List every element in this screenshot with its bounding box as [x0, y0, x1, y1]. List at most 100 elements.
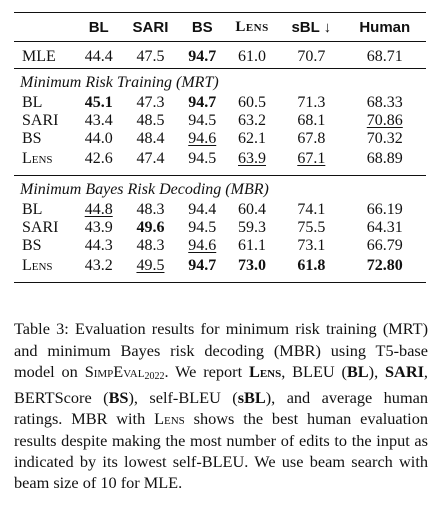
cell: 94.5 — [188, 219, 217, 236]
cell: 44.8 — [84, 201, 113, 218]
cell: 94.5 — [188, 150, 217, 167]
row-label: SARI — [22, 219, 59, 236]
cell: 59.3 — [238, 219, 267, 236]
cell: 49.6 — [136, 219, 165, 236]
cell: 42.6 — [84, 150, 113, 167]
cell: 68.71 — [366, 48, 403, 65]
cell: 66.19 — [366, 201, 403, 218]
table-row-mrt-bs: BS 44.0 48.4 94.6 62.1 67.8 70.32 — [14, 130, 426, 148]
metric-sbl: sBL — [237, 388, 266, 408]
table-row-mbr-bs: BS 44.3 48.3 94.6 61.1 73.1 66.79 — [14, 237, 426, 255]
cell: 94.7 — [188, 48, 217, 65]
section-header-mbr: Minimum Bayes Risk Decoding (MBR) — [14, 175, 426, 201]
row-label: SARI — [22, 112, 59, 129]
section-header-mrt: Minimum Risk Training (MRT) — [14, 68, 426, 94]
cell: 43.2 — [76, 255, 122, 283]
cell: 70.86 — [366, 112, 403, 129]
row-label: Lens — [22, 150, 53, 167]
caption-text: ), — [368, 361, 385, 381]
cell: 67.1 — [297, 150, 326, 167]
table-row-mbr-lens: Lens 43.2 49.5 94.7 73.0 61.8 72.80 — [14, 255, 426, 283]
cell: 73.0 — [224, 255, 280, 283]
metric-bl: BL — [346, 361, 369, 381]
cell: 63.2 — [238, 112, 267, 129]
cell: 48.5 — [136, 112, 165, 129]
cell: 94.4 — [188, 201, 217, 218]
col-header-sari: SARI — [121, 12, 180, 42]
cell: 43.4 — [84, 112, 113, 129]
section-title: Minimum Risk Training (MRT) — [14, 68, 426, 94]
cell: 63.9 — [238, 150, 267, 167]
cell: 47.3 — [136, 94, 165, 111]
cell: 61.8 — [279, 255, 344, 283]
cell: 64.31 — [366, 219, 403, 236]
cell: 61.1 — [238, 237, 267, 254]
table-row-mrt-sari: SARI 43.4 48.5 94.5 63.2 68.1 70.86 — [14, 112, 426, 130]
caption-text: , BLEU ( — [281, 361, 347, 381]
row-label: BL — [22, 94, 43, 111]
metric-bs: BS — [108, 388, 129, 408]
table-row-mrt-lens: Lens 42.6 47.4 94.5 63.9 67.1 68.89 — [14, 148, 426, 176]
cell: 70.7 — [297, 48, 326, 65]
table-row-mrt-bl: BL 45.1 47.3 94.7 60.5 71.3 68.33 — [14, 94, 426, 112]
cell: 94.6 — [188, 130, 217, 147]
table-row-mbr-sari: SARI 43.9 49.6 94.5 59.3 75.5 64.31 — [14, 219, 426, 237]
row-label: BS — [22, 130, 42, 147]
caption-text: ), self-BLEU ( — [128, 388, 238, 408]
cell: 94.6 — [188, 237, 217, 254]
cell: 44.3 — [84, 237, 113, 254]
dataset-year: 2022 — [144, 370, 165, 382]
caption-text: . We report — [164, 361, 249, 381]
cell: 68.89 — [366, 150, 403, 167]
cell: 71.3 — [297, 94, 326, 111]
metric-sari: SARI — [385, 361, 424, 381]
cell: 47.4 — [136, 150, 165, 167]
table-header-row: BL SARI BS Lens sBL ↓ Human — [14, 12, 426, 42]
cell: 61.0 — [238, 48, 267, 65]
cell: 68.33 — [366, 94, 403, 111]
cell: 47.5 — [136, 48, 165, 65]
cell: 48.3 — [136, 237, 165, 254]
cell: 62.1 — [238, 130, 267, 147]
col-header-bs: BS — [179, 12, 225, 42]
cell: 75.5 — [297, 219, 326, 236]
cell: 94.7 — [179, 255, 225, 283]
cell: 49.5 — [121, 255, 180, 283]
cell: 67.8 — [297, 130, 326, 147]
cell: 48.3 — [136, 201, 165, 218]
caption-text: , BERTScore ( — [14, 361, 428, 408]
col-header-sbl: sBL ↓ — [279, 12, 344, 42]
metric-lens: Lens — [248, 361, 282, 381]
cell: 60.5 — [238, 94, 267, 111]
cell: 94.5 — [188, 112, 217, 129]
row-label: BL — [22, 201, 43, 218]
col-header-system — [14, 12, 76, 42]
cell: 94.7 — [188, 94, 217, 111]
cell: 60.4 — [238, 201, 267, 218]
table-caption: Table 3: Evaluation results for minimum … — [14, 318, 428, 493]
dataset-name: SimpEval — [84, 361, 145, 381]
caption-text: Table 3: Evaluation results for minimum … — [14, 319, 428, 381]
row-label: BS — [22, 237, 42, 254]
results-table: BL SARI BS Lens sBL ↓ Human MLE 44.4 47.… — [14, 12, 426, 283]
cell: 43.9 — [84, 219, 113, 236]
col-header-bl: BL — [76, 12, 122, 42]
col-header-lens: Lens — [224, 12, 280, 42]
cell: 48.4 — [136, 130, 165, 147]
caption-text: shows the best human evaluation results … — [14, 409, 428, 493]
cell: 66.79 — [366, 237, 403, 254]
cell: 73.1 — [297, 237, 326, 254]
cell: 72.80 — [343, 255, 426, 283]
row-label: Lens — [14, 255, 76, 283]
metric-lens-2: Lens — [154, 409, 185, 429]
cell: 45.1 — [84, 94, 113, 111]
row-label: MLE — [22, 48, 56, 65]
table-row-mle: MLE 44.4 47.5 94.7 61.0 70.7 68.71 — [14, 42, 426, 69]
caption-text: ), and average human ratings. MBR with — [14, 388, 428, 429]
col-header-human: Human — [343, 12, 426, 42]
section-title: Minimum Bayes Risk Decoding (MBR) — [14, 175, 426, 201]
cell: 44.0 — [84, 130, 113, 147]
table-row-mbr-bl: BL 44.8 48.3 94.4 60.4 74.1 66.19 — [14, 201, 426, 219]
cell: 68.1 — [297, 112, 326, 129]
